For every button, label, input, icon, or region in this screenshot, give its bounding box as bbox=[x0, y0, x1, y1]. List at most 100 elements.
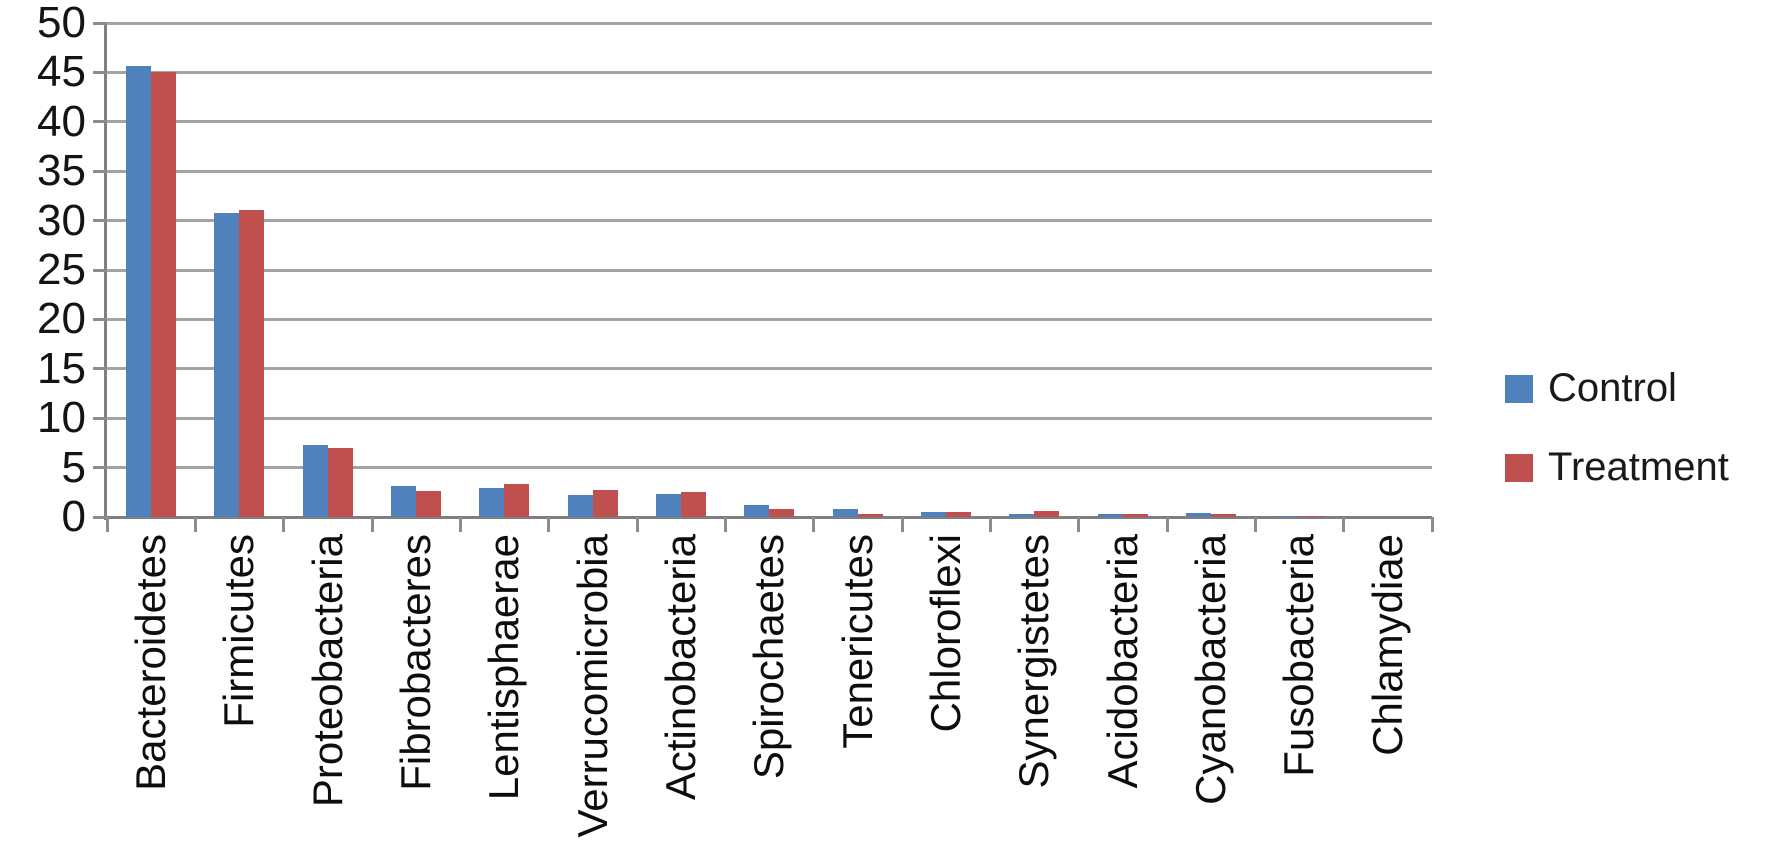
gridline-y-25 bbox=[107, 268, 1432, 272]
bar-control bbox=[744, 505, 770, 517]
gridline-y-45 bbox=[107, 70, 1432, 74]
bar-treatment bbox=[416, 491, 442, 517]
x-category-label: Verrucomicrobia bbox=[549, 534, 637, 844]
category-slot bbox=[1255, 23, 1343, 517]
category-slot bbox=[107, 23, 195, 517]
y-tick-mark bbox=[93, 268, 107, 272]
bar-treatment bbox=[327, 447, 353, 517]
x-category-label: Fibrobacteres bbox=[372, 534, 460, 844]
category-slot bbox=[902, 23, 990, 517]
category-slot bbox=[1344, 23, 1432, 517]
bar-control bbox=[302, 444, 328, 517]
y-tick-mark bbox=[93, 367, 107, 371]
x-tick-mark bbox=[105, 517, 109, 532]
y-tick-label: 40 bbox=[37, 96, 86, 146]
y-tick-mark bbox=[93, 466, 107, 470]
y-tick-label: 50 bbox=[37, 0, 86, 47]
x-category-label-text: Fibrobacteres bbox=[392, 534, 440, 791]
legend-swatch-control bbox=[1505, 374, 1533, 403]
y-tick-label: 30 bbox=[37, 195, 86, 245]
x-category-label: Firmicutes bbox=[195, 534, 283, 844]
y-tick-mark bbox=[93, 21, 107, 25]
bar-treatment bbox=[1299, 516, 1325, 517]
bar-control bbox=[1097, 514, 1123, 517]
bar-treatment bbox=[946, 512, 972, 517]
y-tick-mark bbox=[93, 317, 107, 321]
x-category-label: Spirochaetes bbox=[725, 534, 813, 844]
x-category-label-text: Bacteroidetes bbox=[127, 534, 175, 791]
bar-treatment bbox=[769, 509, 795, 517]
bar-treatment bbox=[681, 492, 707, 517]
x-category-label-text: Fusobacteria bbox=[1275, 534, 1323, 777]
x-tick-mark bbox=[1253, 517, 1257, 532]
x-category-label-text: Chlamydiae bbox=[1363, 534, 1411, 756]
category-slot bbox=[725, 23, 813, 517]
y-tick-label: 45 bbox=[37, 47, 86, 97]
bar-control bbox=[567, 495, 593, 517]
category-slot bbox=[372, 23, 460, 517]
bar-control bbox=[1186, 512, 1212, 517]
bar-control bbox=[1009, 513, 1035, 517]
category-slot bbox=[284, 23, 372, 517]
y-tick-label: 0 bbox=[61, 492, 86, 541]
x-category-label: Synergistetes bbox=[990, 534, 1078, 844]
x-category-label: Fusobacteria bbox=[1255, 534, 1343, 844]
x-category-label-text: Proteobacteria bbox=[303, 534, 351, 808]
bar-control bbox=[832, 509, 858, 517]
category-slot bbox=[990, 23, 1078, 517]
x-tick-mark bbox=[458, 517, 462, 532]
x-category-label-text: Firmicutes bbox=[215, 534, 263, 728]
legend-swatch-treatment bbox=[1505, 453, 1533, 482]
gridline-y-30 bbox=[107, 219, 1432, 223]
bar-treatment bbox=[1122, 514, 1148, 517]
category-slot bbox=[814, 23, 902, 517]
x-tick-mark bbox=[1077, 517, 1081, 532]
x-category-label: Chlamydiae bbox=[1344, 534, 1432, 844]
x-category-label: Bacteroidetes bbox=[107, 534, 195, 844]
gridline-y-5 bbox=[107, 466, 1432, 470]
x-category-label-text: Cyanobacteria bbox=[1187, 534, 1235, 805]
legend-label: Control bbox=[1548, 366, 1677, 410]
y-tick-mark bbox=[93, 70, 107, 74]
x-category-label-text: Synergistetes bbox=[1010, 534, 1058, 789]
category-slot bbox=[460, 23, 548, 517]
gridline-y-40 bbox=[107, 120, 1432, 124]
x-category-label: Chloroflexi bbox=[902, 534, 990, 844]
bar-treatment bbox=[857, 514, 883, 517]
bar-control bbox=[921, 512, 947, 517]
x-category-label-text: Spirochaetes bbox=[745, 534, 793, 780]
bar-treatment bbox=[592, 490, 618, 517]
bar-control bbox=[656, 494, 682, 517]
y-tick-label: 25 bbox=[37, 245, 86, 294]
x-tick-mark bbox=[812, 517, 816, 532]
bar-control bbox=[214, 212, 240, 517]
x-tick-mark bbox=[635, 517, 639, 532]
bar-control bbox=[1274, 516, 1300, 517]
y-tick-mark bbox=[93, 515, 107, 519]
plot-area bbox=[104, 21, 1432, 520]
x-tick-mark bbox=[1342, 517, 1346, 532]
x-tick-mark bbox=[370, 517, 374, 532]
x-category-label-text: Actinobacteria bbox=[657, 534, 705, 801]
x-tick-mark bbox=[900, 517, 904, 532]
gridline-y-50 bbox=[107, 21, 1432, 25]
x-axis-line bbox=[107, 516, 1432, 519]
x-category-label: Actinobacteria bbox=[637, 534, 725, 844]
x-category-label-text: Chloroflexi bbox=[922, 534, 970, 733]
legend-entry-treatment: Treatment bbox=[1505, 445, 1729, 490]
x-category-label-text: Acidobacteria bbox=[1098, 534, 1146, 789]
category-slot bbox=[549, 23, 637, 517]
legend-entry-control: Control bbox=[1505, 366, 1729, 411]
gridline-y-35 bbox=[107, 169, 1432, 173]
x-category-label-text: Verrucomicrobia bbox=[568, 534, 616, 838]
category-slot bbox=[637, 23, 725, 517]
legend-label: Treatment bbox=[1548, 445, 1729, 489]
category-slot bbox=[1167, 23, 1255, 517]
x-tick-mark bbox=[988, 517, 992, 532]
x-tick-mark bbox=[1165, 517, 1169, 532]
gridline-y-15 bbox=[107, 367, 1432, 371]
y-tick-label: 35 bbox=[37, 146, 86, 196]
x-tick-mark bbox=[193, 517, 197, 532]
x-category-label: Tenericutes bbox=[814, 534, 902, 844]
y-tick-label: 15 bbox=[37, 343, 86, 393]
